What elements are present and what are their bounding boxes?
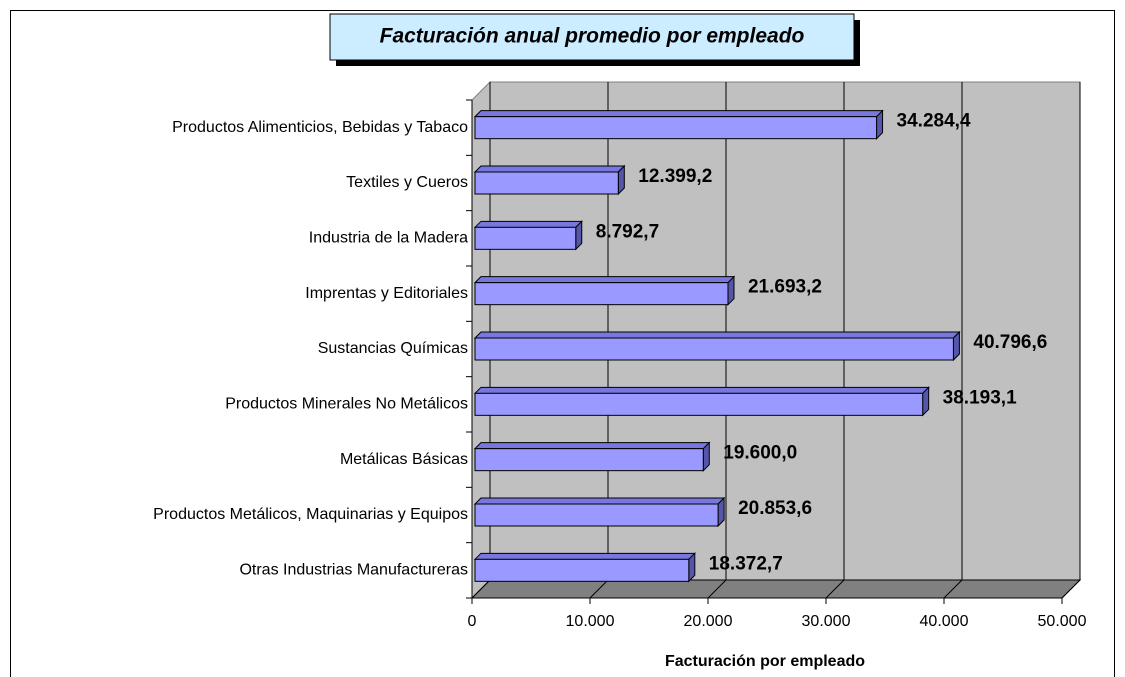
x-tick-label: 40.000 [920, 613, 969, 630]
grid-line-floor [471, 579, 491, 599]
bar [474, 226, 577, 250]
grid-line-floor [943, 579, 963, 599]
bar-top [473, 497, 726, 505]
x-axis-title: Facturación por empleado [665, 653, 865, 670]
value-label: 34.284,4 [897, 111, 971, 132]
bar [474, 558, 690, 582]
value-label: 8.792,7 [596, 221, 659, 242]
bar [474, 392, 924, 416]
y-tick-label: Textiles y Cueros [346, 174, 468, 191]
value-label: 20.853,6 [738, 498, 812, 519]
bar-top [473, 110, 884, 118]
grid-line-floor [707, 579, 727, 599]
grid-line-floor [825, 579, 845, 599]
grid-line-floor [589, 579, 609, 599]
value-label: 38.193,1 [943, 387, 1017, 408]
y-tick-label: Productos Metálicos, Maquinarias y Equip… [153, 506, 468, 523]
floor [470, 579, 1082, 599]
bar [474, 116, 878, 140]
chart-title: Facturación anual promedio por empleado [380, 25, 805, 48]
y-tick-label: Metálicas Básicas [340, 451, 468, 468]
bar [474, 171, 619, 195]
bar-top [473, 165, 626, 173]
bar-top [473, 220, 583, 228]
value-label: 18.372,7 [709, 553, 783, 574]
bar-top [473, 386, 930, 394]
y-tick-label: Productos Alimenticios, Bebidas y Tabaco [172, 119, 468, 136]
x-tick-label: 20.000 [684, 613, 733, 630]
bar [474, 448, 704, 472]
bar-top [473, 276, 736, 284]
y-tick-label: Imprentas y Editoriales [305, 285, 468, 302]
x-tick-label: 30.000 [802, 613, 851, 630]
bar [474, 503, 719, 527]
value-label: 21.693,2 [748, 277, 822, 298]
bar-top [473, 331, 961, 339]
y-tick-label: Otras Industrias Manufactureras [239, 562, 468, 579]
bar-top [473, 442, 711, 450]
bar [474, 282, 729, 306]
bar [474, 337, 954, 361]
x-tick-label: 50.000 [1038, 613, 1087, 630]
value-label: 12.399,2 [638, 166, 712, 187]
y-tick-label: Productos Minerales No Metálicos [225, 396, 468, 413]
grid-line-floor [1061, 579, 1081, 599]
bar-top [473, 552, 697, 560]
x-tick-label: 0 [468, 613, 477, 630]
title-box [329, 13, 855, 61]
x-tick-label: 10.000 [566, 613, 615, 630]
value-label: 19.600,0 [723, 443, 797, 464]
value-label: 40.796,6 [973, 332, 1047, 353]
y-tick-label: Industria de la Madera [309, 230, 468, 247]
y-tick-label: Sustancias Químicas [318, 340, 468, 357]
